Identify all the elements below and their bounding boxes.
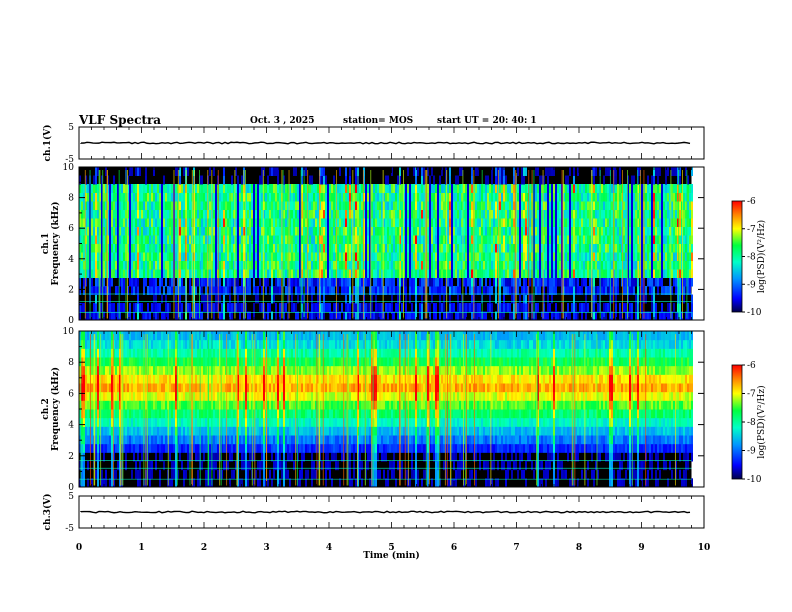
ch2_spectrogram-colorbar-tick-label: -10 (747, 475, 762, 485)
ch1_spectrogram-ytick-label: 0 (68, 316, 74, 326)
time-tick-label: 2 (201, 543, 207, 553)
ch1_spectrogram-ytick-label: 10 (63, 163, 75, 173)
time-tick-label: 9 (638, 543, 644, 553)
ch1_spectrogram-colorbar-label: log(PSD)(V²/Hz) (756, 220, 767, 293)
time-tick-label: 10 (698, 543, 711, 553)
ch1_voltage-ytick-label: 5 (68, 123, 74, 133)
ch2_spectrogram-colorbar-label: log(PSD)(V²/Hz) (756, 385, 767, 458)
ch2_spectrogram-ytick-label: 6 (68, 389, 74, 399)
ch1_spectrogram-panel: 0 2 4 6 8 10 ch.1 Frequency (kHz) -6 -7 -8 -9 -10 log… (41, 163, 767, 326)
ch1_spectrogram-ytick-label: 6 (68, 224, 74, 234)
time-tick-label: 4 (326, 543, 332, 553)
ch1_voltage-ytick-label: -5 (65, 155, 74, 165)
ch1_spectrogram-ytick-label: 8 (68, 194, 74, 204)
ch3_voltage-panel: 5 -5 ch.3(V) (42, 492, 705, 534)
time-axis-label: Time (min) (363, 550, 420, 561)
time-tick-label: 0 (76, 543, 82, 553)
time-tick-label: 3 (263, 543, 269, 553)
ch2_spectrogram-ylabel-frequency: Frequency (kHz) (50, 367, 61, 451)
ch2_spectrogram-ytick-label: 10 (63, 327, 75, 337)
ch2_spectrogram-colorbar-tick-label: -6 (747, 361, 756, 371)
ch1_spectrogram-ytick-label: 4 (68, 255, 74, 265)
chart-title: VLF Spectra (79, 113, 162, 127)
ch3_voltage-ylabel: ch.3(V) (42, 494, 53, 531)
ch1_spectrogram-colorbar-tick-label: -10 (747, 308, 762, 318)
ch2_spectrogram-ylabel-channel: ch.2 (41, 398, 51, 419)
time-tick-label: 6 (451, 543, 457, 553)
ch3_voltage-ytick-label: -5 (65, 524, 74, 534)
ch1_voltage-ylabel: ch.1(V) (42, 125, 53, 162)
station-label: station= MOS (343, 116, 414, 126)
ch1_spectrogram-colorbar (731, 200, 743, 313)
time-tick-label: 1 (138, 543, 144, 553)
ch2_spectrogram-ytick-label: 4 (68, 421, 74, 431)
ch1_spectrogram-ylabel-frequency: Frequency (kHz) (50, 201, 61, 285)
time-tick-label: 7 (513, 543, 519, 553)
ch3_voltage-trace (80, 510, 691, 514)
time-tick-label: 8 (576, 543, 582, 553)
ch2_spectrogram-colorbar-tick-label: -7 (747, 390, 756, 400)
ch2_spectrogram-ytick-label: 2 (68, 452, 74, 462)
ch1_spectrogram-ytick-label: 2 (68, 285, 74, 295)
start-time-label: start UT = 20: 40: 1 (437, 116, 537, 126)
ch1_spectrogram-colorbar-tick-label: -8 (747, 253, 756, 263)
ch2_spectrogram-colorbar (731, 364, 743, 480)
ch1_spectrogram-ylabel-channel: ch.1 (41, 233, 51, 254)
ch2_spectrogram-panel: 0 2 4 6 8 10 ch.2 Frequency (kHz) -6 -7 -8 -9 -10 log… (41, 327, 767, 493)
time-tick-label: 5 (388, 543, 394, 553)
ch2_spectrogram-colorbar-tick-label: -9 (747, 447, 756, 457)
ch2_spectrogram-ytick-label: 0 (68, 483, 74, 493)
ch1_voltage-trace (80, 141, 691, 145)
ch1_voltage-panel: 5 -5 ch.1(V) (42, 123, 705, 165)
ch1_spectrogram-colorbar-tick-label: -7 (747, 225, 756, 235)
ch2_spectrogram-colorbar-tick-label: -8 (747, 418, 756, 428)
date-label: Oct. 3 , 2025 (250, 116, 315, 126)
ch1_spectrogram-colorbar-tick-label: -9 (747, 280, 756, 290)
ch1_spectrogram-colorbar-tick-label: -6 (747, 197, 756, 207)
ch3_voltage-ytick-label: 5 (68, 492, 74, 502)
ch2_spectrogram-ytick-label: 8 (68, 358, 74, 368)
